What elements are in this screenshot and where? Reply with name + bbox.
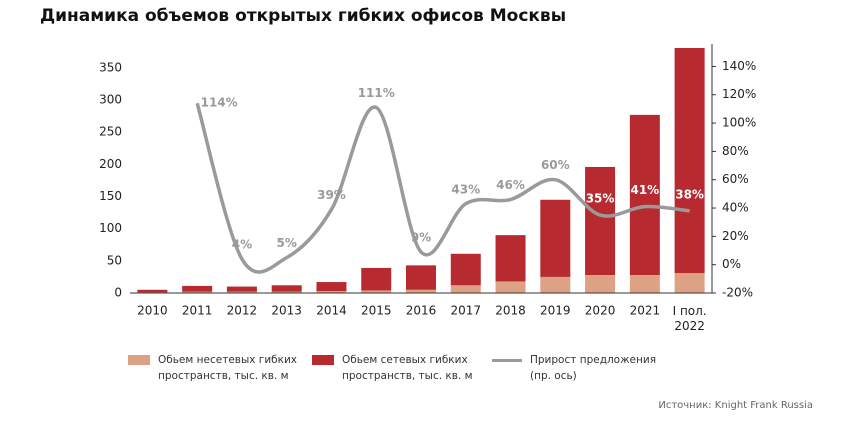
x-tick-label: 2020 xyxy=(585,304,616,318)
y2-tick-label: 100% xyxy=(722,116,756,130)
y-tick-label: 100 xyxy=(99,221,122,235)
y-tick-label: 50 xyxy=(107,253,122,267)
y2-tick-label: 20% xyxy=(722,229,749,243)
data-label: 43% xyxy=(451,182,480,196)
bar xyxy=(585,274,616,293)
bar xyxy=(361,267,392,291)
y2-tick-label: 140% xyxy=(722,59,756,73)
x-tick-label: 2014 xyxy=(316,304,347,318)
bar xyxy=(495,281,526,293)
bar xyxy=(316,282,347,292)
data-label: 9% xyxy=(411,230,431,244)
y-tick-label: 0 xyxy=(114,286,122,300)
bar xyxy=(495,235,526,282)
bar xyxy=(540,276,571,293)
data-label: 39% xyxy=(317,188,346,202)
y-tick-label: 200 xyxy=(99,157,122,171)
bar xyxy=(361,290,392,293)
bar xyxy=(271,291,302,293)
bar xyxy=(182,285,213,292)
y-tick-label: 350 xyxy=(99,60,122,74)
legend-label: Обьем сетевых гибких пространств, тыс. к… xyxy=(342,354,473,382)
x-tick-label: 2013 xyxy=(271,304,302,318)
source: Источник: Knight Frank Russia xyxy=(658,400,813,411)
bar xyxy=(406,289,436,293)
data-label: 60% xyxy=(541,158,570,172)
bar xyxy=(316,291,347,293)
bar xyxy=(406,265,436,290)
y2-tick-label: -20% xyxy=(722,286,753,300)
bar xyxy=(271,285,302,292)
legend-swatch xyxy=(312,355,334,365)
y2-tick-label: 120% xyxy=(722,87,756,101)
x-tick-label: 2021 xyxy=(630,304,661,318)
x-tick-label: 2019 xyxy=(540,304,571,318)
x-tick-label: 2011 xyxy=(182,304,213,318)
data-label: 41% xyxy=(630,183,659,197)
bar xyxy=(182,291,213,293)
data-label: 4% xyxy=(232,238,252,252)
x-tick-label: 2017 xyxy=(450,304,481,318)
y2-tick-label: 40% xyxy=(722,201,749,215)
data-label: 38% xyxy=(675,187,704,201)
legend-swatch xyxy=(492,359,522,362)
bar xyxy=(450,253,481,286)
chart-title: Динамика объемов открытых гибких офисов … xyxy=(40,6,567,26)
data-label: 46% xyxy=(496,178,525,192)
bar xyxy=(450,285,481,293)
y-tick-label: 250 xyxy=(99,125,122,139)
y2-tick-label: 80% xyxy=(722,144,749,158)
x-tick-label: 2012 xyxy=(227,304,258,318)
legend-item: Обьем несетевых гибких пространств, тыс.… xyxy=(128,352,318,384)
data-label: 5% xyxy=(277,236,297,250)
x-tick-label: I пол. 2022 xyxy=(673,304,707,333)
legend-label: Обьем несетевых гибких пространств, тыс.… xyxy=(158,354,298,382)
legend-item: Прирост предложения (пр. ось) xyxy=(492,352,660,384)
data-label: 114% xyxy=(201,96,238,110)
line xyxy=(195,102,690,274)
bar xyxy=(540,199,571,277)
y-tick-label: 300 xyxy=(99,93,122,107)
bar xyxy=(226,286,257,292)
data-label: 111% xyxy=(358,86,395,100)
legend-swatch xyxy=(128,355,150,365)
bar xyxy=(629,274,660,293)
x-tick-label: 2015 xyxy=(361,304,392,318)
legend-item: Обьем сетевых гибких пространств, тыс. к… xyxy=(312,352,502,384)
x-tick-label: 2016 xyxy=(406,304,437,318)
bar xyxy=(629,114,660,275)
data-label: 35% xyxy=(586,192,615,206)
bar xyxy=(674,48,705,274)
bar xyxy=(226,291,257,293)
legend-label: Прирост предложения (пр. ось) xyxy=(530,354,657,382)
bar xyxy=(137,289,168,293)
y2-tick-label: 60% xyxy=(722,172,749,186)
x-tick-label: 2010 xyxy=(137,304,168,318)
bar xyxy=(585,166,616,275)
x-tick-label: 2018 xyxy=(495,304,526,318)
bar xyxy=(674,273,705,293)
y-tick-label: 150 xyxy=(99,189,122,203)
y2-tick-label: 0% xyxy=(722,257,741,271)
